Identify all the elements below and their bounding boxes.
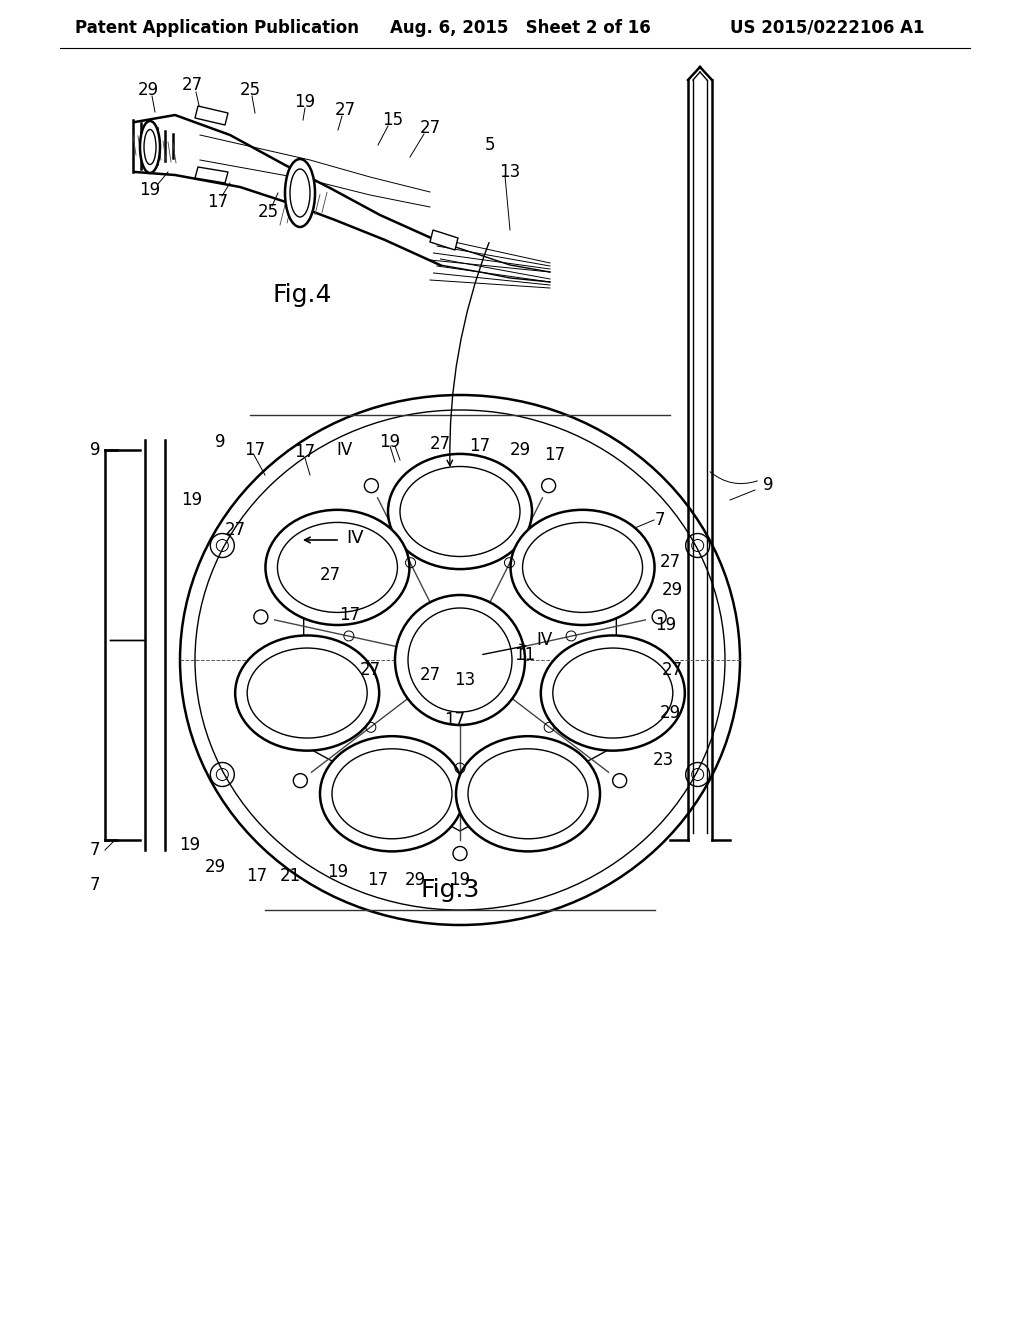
Text: 25: 25 <box>240 81 260 99</box>
Polygon shape <box>195 106 228 125</box>
Ellipse shape <box>541 635 685 751</box>
Text: 29: 29 <box>205 858 225 876</box>
Text: 19: 19 <box>181 491 203 510</box>
Text: 25: 25 <box>257 203 279 220</box>
Text: 19: 19 <box>139 181 161 199</box>
Text: 7: 7 <box>90 841 100 859</box>
Text: 17: 17 <box>339 606 360 624</box>
Text: 29: 29 <box>662 581 683 599</box>
Text: 15: 15 <box>382 111 403 129</box>
Text: 9: 9 <box>90 441 100 459</box>
Text: 27: 27 <box>662 661 683 678</box>
Text: 17: 17 <box>469 437 490 455</box>
Text: 29: 29 <box>404 871 426 888</box>
Ellipse shape <box>553 648 673 738</box>
Text: 21: 21 <box>280 867 301 884</box>
Text: 29: 29 <box>659 704 681 722</box>
Text: Fig.4: Fig.4 <box>272 282 332 308</box>
Text: 7: 7 <box>654 511 666 529</box>
Text: Fig.3: Fig.3 <box>420 878 479 902</box>
Text: 29: 29 <box>509 441 530 459</box>
Ellipse shape <box>319 737 464 851</box>
Text: 13: 13 <box>455 671 475 689</box>
Text: 19: 19 <box>328 863 348 880</box>
Text: 11: 11 <box>514 645 536 664</box>
Text: 27: 27 <box>359 661 381 678</box>
Text: US 2015/0222106 A1: US 2015/0222106 A1 <box>730 18 925 37</box>
Ellipse shape <box>468 748 588 838</box>
Ellipse shape <box>236 635 379 751</box>
Text: 27: 27 <box>420 667 440 684</box>
Text: 19: 19 <box>655 616 677 634</box>
Ellipse shape <box>285 158 315 227</box>
Ellipse shape <box>278 523 397 612</box>
Ellipse shape <box>400 466 520 557</box>
Ellipse shape <box>511 510 654 624</box>
Ellipse shape <box>522 523 642 612</box>
Ellipse shape <box>388 454 532 569</box>
Text: Patent Application Publication: Patent Application Publication <box>75 18 359 37</box>
Text: 17: 17 <box>444 711 466 729</box>
Text: 23: 23 <box>652 751 674 770</box>
Text: Aug. 6, 2015   Sheet 2 of 16: Aug. 6, 2015 Sheet 2 of 16 <box>390 18 650 37</box>
Text: 17: 17 <box>247 867 267 884</box>
Ellipse shape <box>247 648 368 738</box>
Text: 17: 17 <box>545 446 565 465</box>
Text: 19: 19 <box>380 433 400 451</box>
Text: 17: 17 <box>295 444 315 461</box>
Text: 17: 17 <box>368 871 388 888</box>
Text: 9: 9 <box>763 477 773 494</box>
Circle shape <box>395 595 525 725</box>
Ellipse shape <box>180 395 740 925</box>
Text: 29: 29 <box>137 81 159 99</box>
Text: 5: 5 <box>484 136 496 154</box>
Text: 27: 27 <box>224 521 246 539</box>
Text: 19: 19 <box>450 871 471 888</box>
Polygon shape <box>304 488 616 832</box>
Text: 17: 17 <box>208 193 228 211</box>
Text: 27: 27 <box>429 436 451 453</box>
Text: 27: 27 <box>420 119 440 137</box>
Text: 27: 27 <box>181 77 203 94</box>
Text: 17: 17 <box>245 441 265 459</box>
Text: 13: 13 <box>500 162 520 181</box>
Text: IV: IV <box>337 441 353 459</box>
Polygon shape <box>430 230 458 249</box>
Text: 27: 27 <box>319 566 341 583</box>
Ellipse shape <box>332 748 452 838</box>
Text: 9: 9 <box>215 433 225 451</box>
Text: 19: 19 <box>295 92 315 111</box>
Text: 27: 27 <box>335 102 355 119</box>
Ellipse shape <box>456 737 600 851</box>
Text: IV: IV <box>537 631 553 649</box>
Text: 7: 7 <box>90 876 100 894</box>
Text: 19: 19 <box>179 836 201 854</box>
Text: IV: IV <box>346 529 364 546</box>
Ellipse shape <box>265 510 410 624</box>
Ellipse shape <box>140 121 160 173</box>
Text: 27: 27 <box>659 553 681 572</box>
Polygon shape <box>195 168 228 183</box>
